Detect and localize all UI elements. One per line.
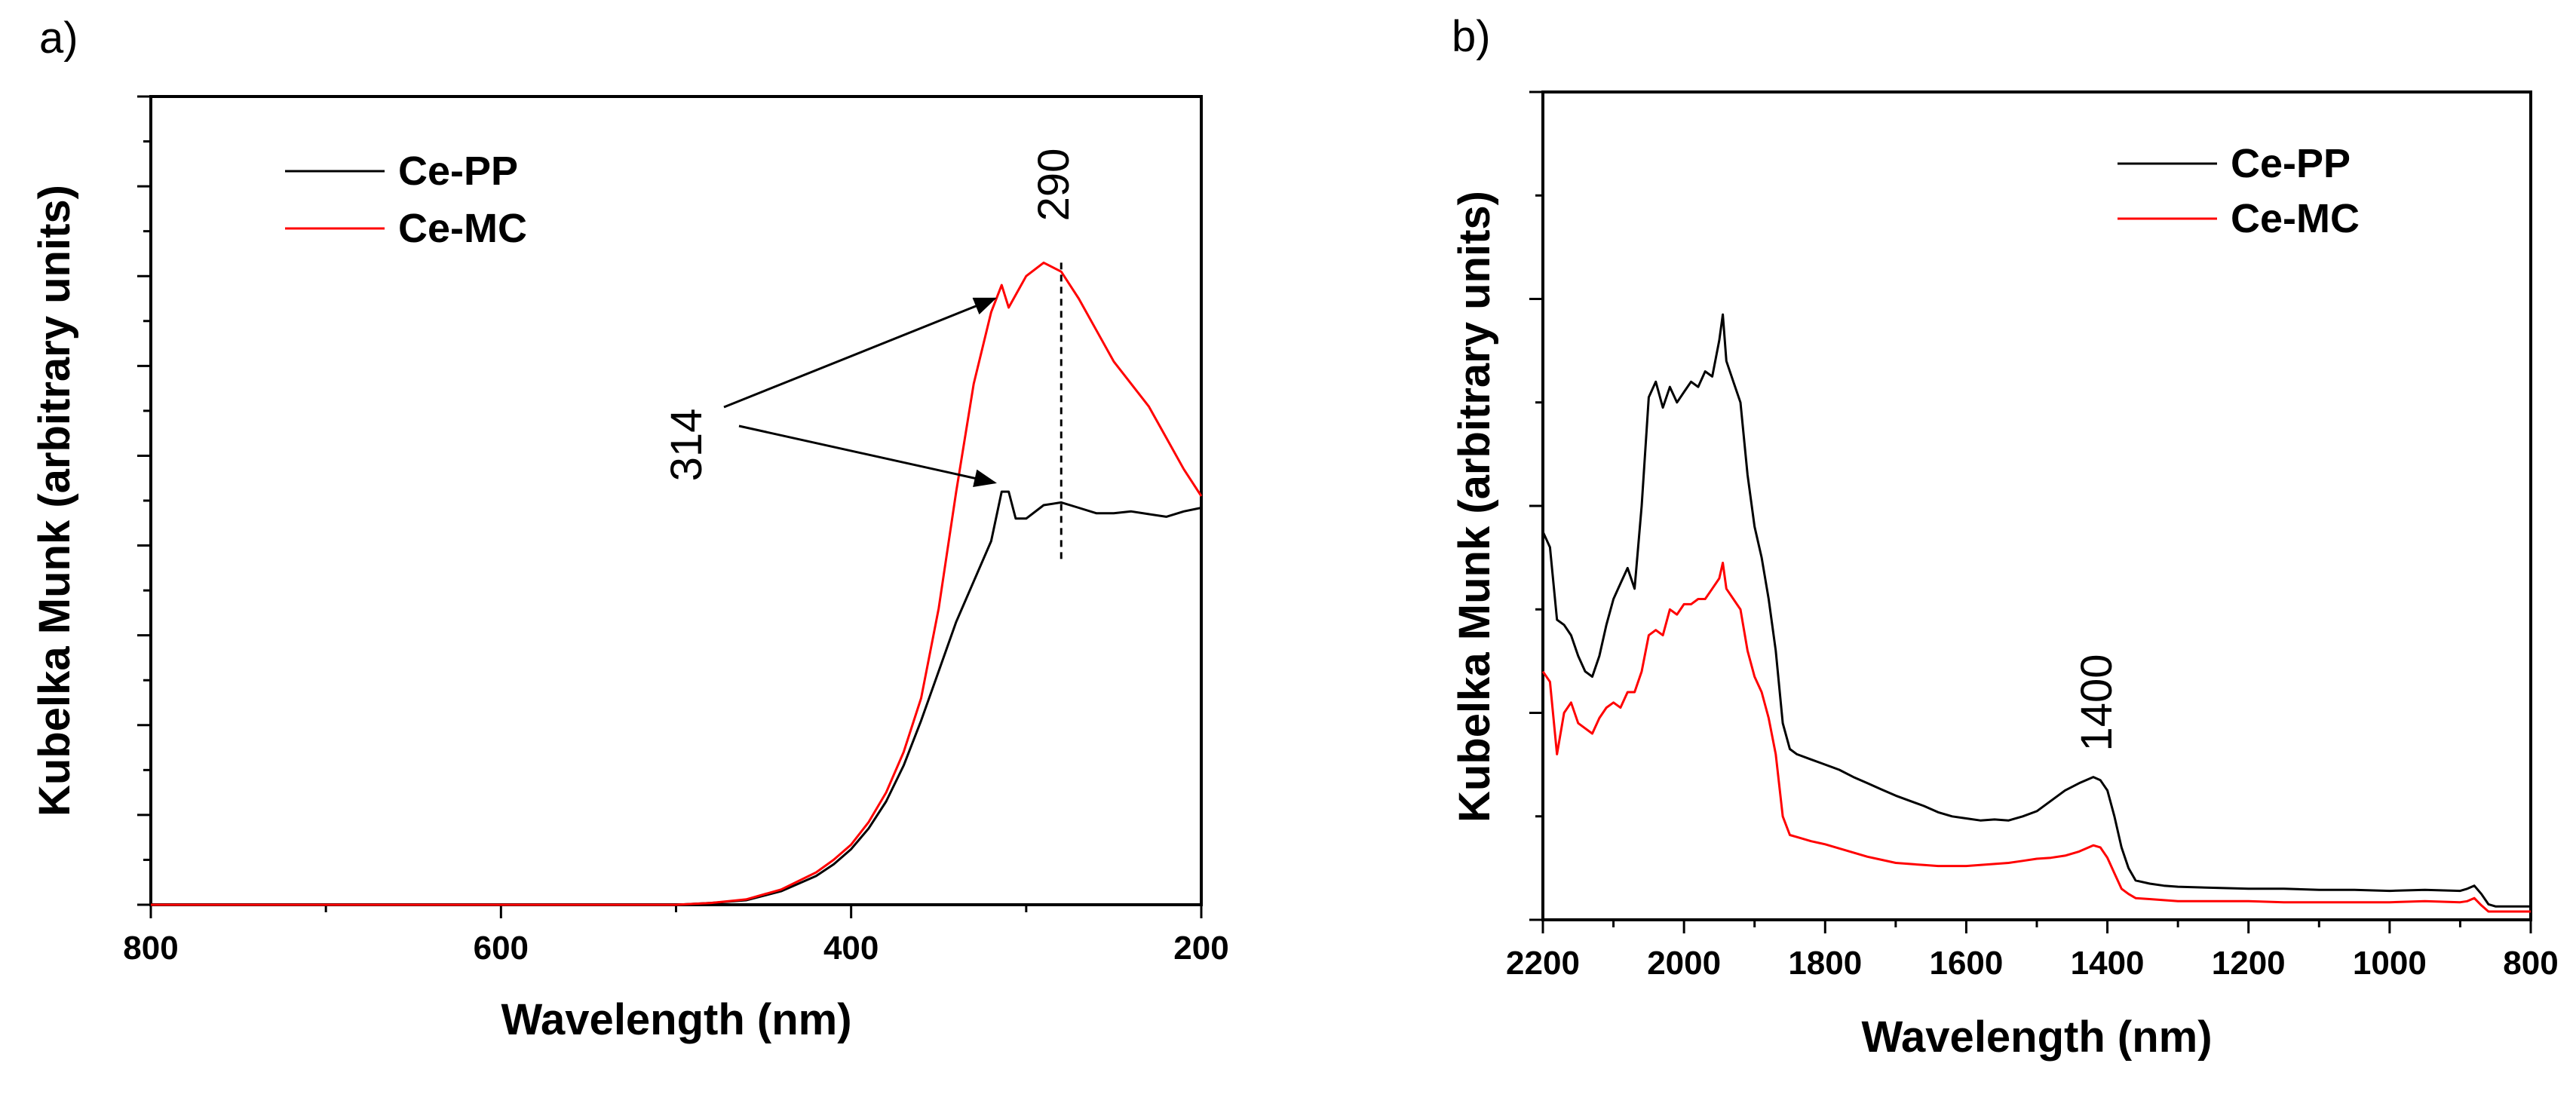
panel-b-y-axis-title: Kubelka Munk (arbitrary units) (1450, 191, 1499, 823)
panel-a-legend: Ce-PP Ce-MC (285, 149, 527, 251)
panel-b-y-ticks (1529, 90, 1543, 921)
series-line-ce-mc (151, 261, 1203, 906)
legend-label-ce-mc: Ce-MC (2231, 196, 2360, 241)
panel-b: b) 2200 2000 1800 1600 1400 1200 1000 800 1400 … (1450, 12, 2559, 1062)
x-tick-label: 600 (474, 930, 529, 967)
x-tick-label: 2200 (1506, 945, 1580, 982)
arrow-to-ce-pp-314 (738, 424, 997, 488)
panel-b-x-axis-title: Wavelength (nm) (1861, 1013, 2212, 1062)
legend-label-ce-pp: Ce-PP (398, 149, 518, 194)
panel-a: a) 800 600 400 200 314 290 Ce-PP Ce-MC Wave… (30, 14, 1229, 1044)
annotation-1400: 1400 (2072, 654, 2121, 751)
x-tick-label: 800 (123, 930, 178, 967)
annotation-290: 290 (1029, 149, 1078, 222)
panel-b-annotations: 1400 (2072, 654, 2121, 751)
x-tick-label: 400 (823, 930, 879, 967)
arrow-to-ce-mc-314 (723, 297, 997, 409)
series-line-ce-mc (1541, 562, 2531, 913)
x-tick-label: 200 (1173, 930, 1228, 967)
legend-label-ce-mc: Ce-MC (398, 206, 527, 251)
series-line-ce-pp (1541, 313, 2531, 908)
panel-b-series-group (1541, 313, 2531, 913)
panel-a-y-ticks (137, 95, 151, 906)
panel-a-x-axis-title: Wavelength (nm) (501, 995, 851, 1044)
annotation-314: 314 (662, 409, 711, 482)
x-tick-label: 1200 (2212, 945, 2286, 982)
x-tick-label: 800 (2503, 945, 2558, 982)
panel-b-legend: Ce-PP Ce-MC (2118, 141, 2360, 241)
x-tick-label: 1000 (2353, 945, 2427, 982)
x-tick-label: 2000 (1647, 945, 1721, 982)
x-tick-label: 1400 (2071, 945, 2145, 982)
panel-a-y-axis-title: Kubelka Munk (arbitrary units) (30, 185, 79, 817)
panel-a-series-group (151, 261, 1203, 906)
panel-a-label: a) (39, 14, 78, 63)
panel-b-x-ticks: 2200 2000 1800 1600 1400 1200 1000 800 (1506, 920, 2559, 982)
legend-label-ce-pp: Ce-PP (2231, 141, 2351, 186)
panel-a-annotations: 314 290 (662, 149, 1078, 564)
panel-a-x-ticks: 800 600 400 200 (123, 905, 1229, 967)
panel-b-label: b) (1452, 12, 1491, 61)
x-tick-label: 1800 (1788, 945, 1862, 982)
x-tick-label: 1600 (1929, 945, 2003, 982)
